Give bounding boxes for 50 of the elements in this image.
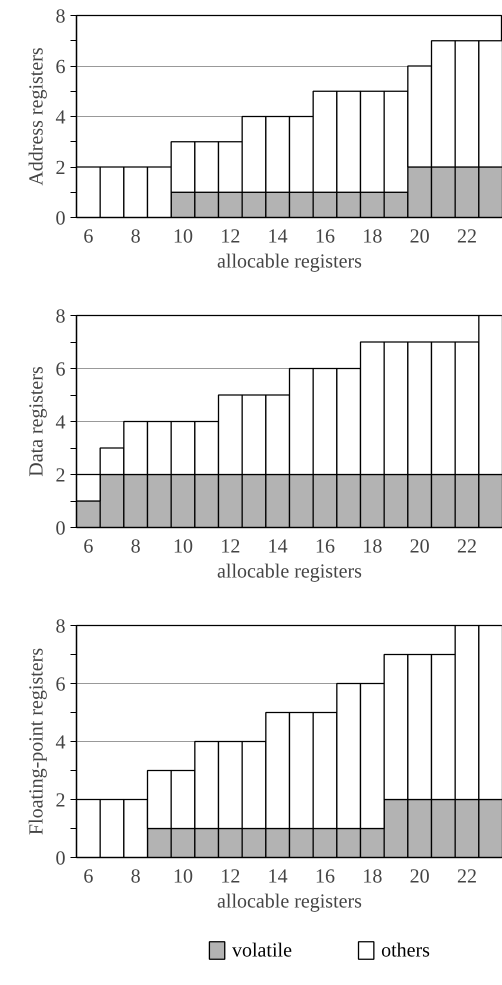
x-axis-title: allocable registers [217, 890, 362, 912]
y-tick-label: 4 [56, 732, 66, 754]
y-tick-label: 6 [56, 674, 66, 696]
x-tick-label: 18 [362, 536, 382, 558]
x-tick-label: 14 [268, 866, 288, 888]
y-tick-label: 2 [56, 790, 66, 812]
x-tick-label: 8 [130, 226, 141, 248]
y-tick-label: 0 [56, 518, 66, 540]
x-tick-label: 10 [173, 226, 193, 248]
y-tick-label: 4 [56, 412, 66, 434]
y-axis-title: Address registers [26, 47, 48, 186]
x-tick-label: 6 [83, 226, 94, 248]
x-tick-label: 12 [220, 226, 240, 248]
x-tick-label: 12 [220, 866, 240, 888]
y-tick-label: 2 [56, 157, 66, 179]
y-axis-title: Floating-point registers [26, 648, 48, 836]
y-tick-label: 6 [56, 56, 66, 78]
x-tick-label: 18 [362, 866, 382, 888]
y-axis-title: Data registers [26, 366, 48, 477]
y-tick-label: 8 [56, 616, 66, 638]
x-tick-label: 16 [315, 536, 335, 558]
x-tick-label: 10 [173, 536, 193, 558]
x-tick-label: 6 [83, 536, 94, 558]
x-axis-title: allocable registers [217, 560, 362, 582]
x-tick-label: 16 [315, 226, 335, 248]
x-tick-label: 20 [410, 226, 430, 248]
x-tick-label: 12 [220, 536, 240, 558]
x-tick-label: 20 [410, 536, 430, 558]
y-tick-label: 2 [56, 464, 66, 486]
y-tick-label: 8 [56, 6, 66, 28]
x-tick-label: 22 [457, 536, 477, 558]
x-tick-label: 22 [457, 226, 477, 248]
legend-label: volatile [232, 940, 292, 962]
x-tick-label: 14 [268, 226, 288, 248]
x-tick-label: 20 [410, 866, 430, 888]
x-tick-label: 10 [173, 866, 193, 888]
x-tick-label: 6 [83, 866, 94, 888]
y-tick-label: 4 [56, 106, 66, 128]
x-axis-title: allocable registers [217, 250, 362, 272]
y-tick-label: 0 [56, 848, 66, 870]
y-tick-label: 6 [56, 358, 66, 380]
x-tick-label: 22 [457, 866, 477, 888]
y-tick-label: 0 [56, 208, 66, 230]
x-tick-label: 16 [315, 866, 335, 888]
x-tick-label: 8 [130, 536, 141, 558]
x-tick-label: 8 [130, 866, 141, 888]
x-tick-label: 14 [268, 536, 288, 558]
x-tick-label: 18 [362, 226, 382, 248]
y-tick-label: 8 [56, 306, 66, 328]
legend-label: others [381, 940, 430, 962]
